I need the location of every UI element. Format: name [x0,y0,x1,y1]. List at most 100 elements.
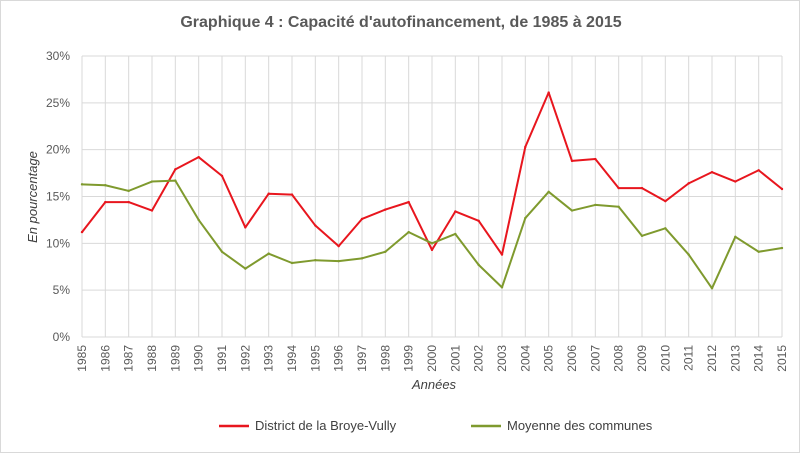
data-point [780,246,784,250]
x-tick-label: 1989 [168,345,182,372]
x-tick-label: 1997 [355,345,369,372]
data-point [290,193,294,196]
data-point [454,232,457,236]
data-point [267,192,270,195]
data-point [360,217,364,221]
y-axis-title: En pourcentage [25,151,40,243]
y-tick-label: 5% [53,283,71,297]
data-point [267,252,270,255]
data-point [594,157,597,161]
data-point [757,169,760,172]
x-tick-label: 2010 [658,345,672,372]
data-point [197,155,200,159]
data-point [757,250,760,253]
data-point [430,242,434,245]
x-tick-label: 2004 [518,345,532,372]
data-point [360,257,364,260]
y-tick-label: 25% [46,96,70,110]
data-point [664,199,667,203]
x-axis-title: Années [411,377,457,392]
gridlines [81,55,783,338]
data-point [570,159,574,163]
data-point [244,226,247,229]
data-point [640,186,644,190]
data-point [220,250,224,253]
data-point [290,261,294,265]
data-point [197,218,200,222]
x-tick-label: 1991 [215,345,229,372]
x-tick-label: 1996 [332,345,346,372]
data-point [430,248,434,252]
x-tick-label: 1999 [402,345,416,372]
x-tick-label: 2005 [542,345,556,372]
x-tick-label: 2012 [705,345,719,372]
data-point [384,250,387,253]
data-point [500,286,504,289]
data-point [80,183,84,186]
y-tick-label: 30% [46,49,70,63]
data-point [547,190,550,194]
chart-title: Graphique 4 : Capacité d'autofinancement… [180,14,621,31]
x-tick-label: 2015 [775,345,789,372]
data-point [337,259,340,263]
data-point [337,244,340,248]
x-tick-label: 2007 [588,345,602,372]
y-tick-label: 10% [46,236,70,250]
data-point [127,189,130,193]
x-tick-label: 1992 [238,345,252,372]
x-tick-label: 2011 [682,345,696,371]
x-tick-label: 2001 [448,345,462,372]
data-point [150,209,154,212]
legend-label-1: District de la Broye-Vully [255,418,397,433]
data-point [220,174,224,178]
data-point [710,287,714,290]
data-point [617,186,620,190]
data-point [734,180,737,183]
data-point [314,224,317,227]
data-point [617,205,620,209]
data-point [104,200,107,204]
data-point [104,184,107,187]
x-tick-label: 2002 [472,345,486,372]
x-tick-label: 1987 [122,345,136,372]
data-point [570,209,574,212]
data-point [150,180,154,183]
x-tick-label: 2003 [495,345,509,372]
x-tick-label: 1994 [285,345,299,372]
data-point [524,216,527,220]
data-point [710,170,714,174]
data-point [477,263,480,267]
data-point [780,187,784,191]
x-tick-label: 1993 [262,345,276,372]
data-point [594,203,597,207]
axes: 0% 5% 10% 15% 20% 25% 30% 1985 1986 1987 1988 1989 1… [46,49,789,372]
x-tick-label: 2013 [728,345,742,372]
x-tick-label: 2014 [752,345,766,372]
data-point [407,200,410,204]
y-tick-label: 0% [53,330,71,344]
data-point [687,182,690,185]
x-tick-label: 2006 [565,345,579,372]
data-point [244,267,247,270]
data-point [500,253,504,256]
data-point [477,219,480,223]
data-point [687,253,690,256]
data-point [407,230,410,234]
data-point [384,208,387,211]
x-tick-label: 1998 [378,345,392,372]
x-tick-label: 2009 [635,345,649,372]
x-tick-label: 2000 [425,345,439,372]
x-tick-label: 2008 [612,345,626,372]
legend: District de la Broye-Vully Moyenne des co… [219,418,653,433]
data-point [174,179,177,182]
x-tick-label: 1995 [308,345,322,372]
data-point [127,200,130,204]
data-point [314,258,317,262]
y-tick-label: 15% [46,190,70,204]
data-point [454,210,457,213]
x-tick-label: 1990 [192,345,206,372]
data-point [524,145,527,149]
x-tick-label: 1988 [145,345,159,372]
